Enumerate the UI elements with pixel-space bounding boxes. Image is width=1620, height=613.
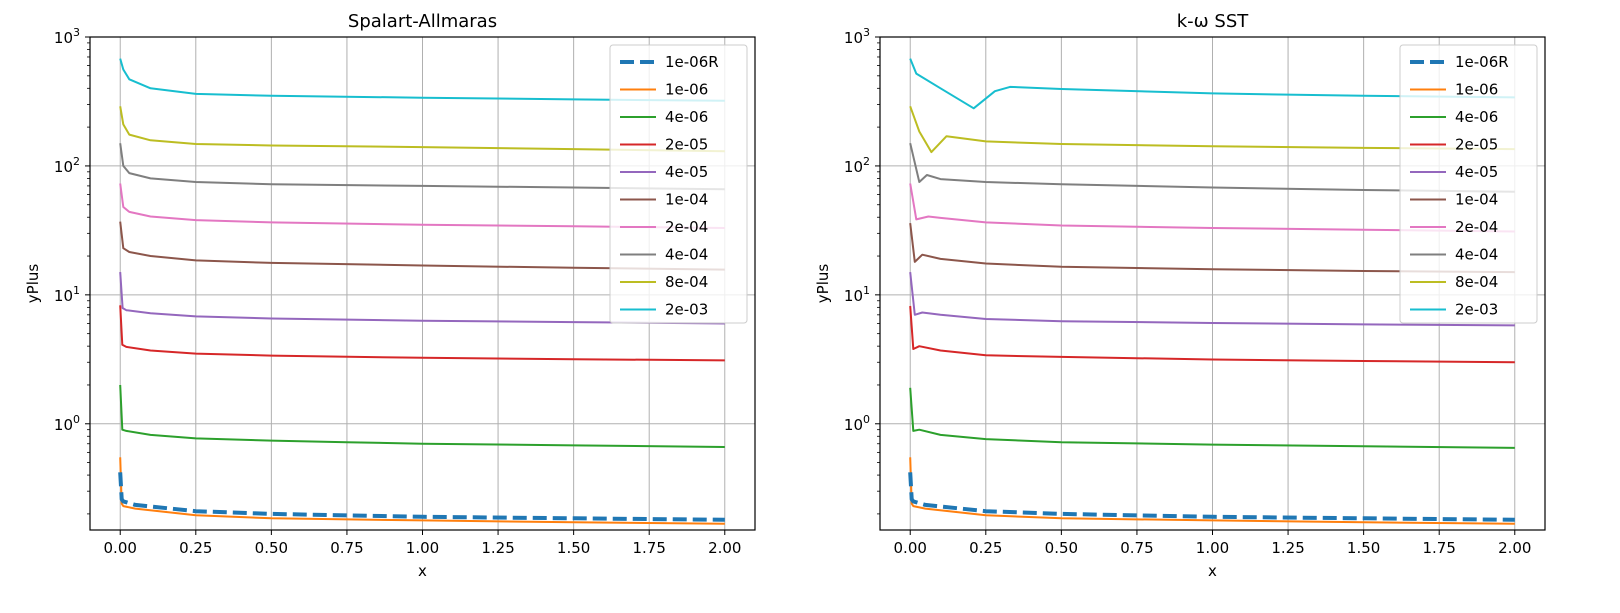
series-group [908, 58, 1515, 525]
legend: 1e-06R 1e-06 4e-06 2e-05 4e-05 1e-04 2e-04 4e-0… [1399, 44, 1538, 324]
y-tick-base: 10 [844, 29, 863, 47]
legend: 1e-06R 1e-06 4e-06 2e-05 4e-05 1e-04 2e-04 4e-0… [609, 44, 748, 324]
x-tick-label: 0.25 [969, 539, 1002, 557]
x-tick-label: 1.50 [557, 539, 590, 557]
y-tick-exponent: 2 [73, 155, 80, 168]
x-tick-label: 0.00 [104, 539, 137, 557]
legend-label: 1e-06R [1455, 53, 1509, 71]
series-line-1e-06R [118, 472, 725, 522]
y-tick-base: 10 [54, 287, 73, 305]
y-tick-base: 10 [844, 158, 863, 176]
series-line-2e-05 [909, 305, 1515, 364]
x-tick-label: 1.25 [1271, 539, 1304, 557]
legend-label: 4e-05 [1455, 163, 1498, 181]
y-tick-label: 103 [54, 26, 80, 47]
series-line-4e-06 [909, 387, 1515, 449]
series-line-8e-04 [119, 106, 725, 153]
legend-label: 2e-05 [665, 136, 708, 154]
legend-label: 1e-04 [665, 191, 708, 209]
x-tick-label: 0.75 [330, 539, 363, 557]
x-tick-label: 0.75 [1120, 539, 1153, 557]
y-tick-exponent: 0 [73, 413, 80, 426]
legend-label: 1e-04 [1455, 191, 1498, 209]
y-tick-label: 102 [54, 155, 80, 176]
y-tick-label: 103 [844, 26, 870, 47]
x-tick-label: 2.00 [1498, 539, 1531, 557]
legend-label: 2e-04 [665, 218, 708, 236]
x-tick-label: 2.00 [708, 539, 741, 557]
y-tick-base: 10 [54, 158, 73, 176]
y-tick-exponent: 2 [863, 155, 870, 168]
chart-title: Spalart-Allmaras [348, 11, 497, 32]
y-tick-base: 10 [54, 29, 73, 47]
y-tick-exponent: 1 [863, 284, 870, 297]
y-tick-exponent: 1 [73, 284, 80, 297]
x-tick-label: 0.00 [894, 539, 927, 557]
series-line-2e-03 [909, 58, 1515, 110]
legend-label: 4e-06 [665, 108, 708, 126]
x-tick-label: 1.50 [1347, 539, 1380, 557]
y-tick-label: 100 [844, 413, 870, 434]
y-tick-exponent: 3 [863, 26, 870, 39]
legend-label: 2e-04 [1455, 218, 1498, 236]
y-tick-label: 102 [844, 155, 870, 176]
x-tick-label: 1.25 [481, 539, 514, 557]
x-axis-label: x [1208, 562, 1217, 580]
x-tick-label: 1.75 [633, 539, 666, 557]
series-line-1e-06 [909, 457, 1515, 525]
legend-label: 4e-04 [665, 246, 708, 264]
y-tick-base: 10 [844, 287, 863, 305]
y-tick-base: 10 [844, 416, 863, 434]
legend-label: 8e-04 [665, 273, 708, 291]
x-axis-label: x [418, 562, 427, 580]
x-tick-label: 0.50 [255, 539, 288, 557]
legend-label: 4e-06 [1455, 108, 1498, 126]
series-line-1e-06R [908, 472, 1515, 522]
axes-frame [879, 36, 1546, 531]
series-line-1e-04 [119, 221, 725, 271]
legend-label: 4e-05 [665, 163, 708, 181]
series-line-4e-05 [909, 271, 1515, 327]
x-tick-label: 1.00 [406, 539, 439, 557]
legend-label: 2e-03 [665, 301, 708, 319]
x-tick-label: 0.25 [179, 539, 212, 557]
series-line-4e-06 [119, 384, 725, 448]
y-tick-exponent: 0 [863, 413, 870, 426]
legend-label: 2e-05 [1455, 136, 1498, 154]
legend-label: 4e-04 [1455, 246, 1498, 264]
chart-title: k-ω SST [1177, 11, 1250, 32]
legend-label: 1e-06 [1455, 81, 1498, 99]
legend-label: 1e-06R [665, 53, 719, 71]
series-line-4e-04 [909, 142, 1515, 193]
y-tick-label: 100 [54, 413, 80, 434]
series-line-2e-05 [119, 305, 725, 362]
x-tick-label: 1.75 [1423, 539, 1456, 557]
legend-label: 8e-04 [1455, 273, 1498, 291]
y-axis-label: yPlus [814, 264, 832, 304]
series-line-2e-04 [119, 183, 725, 229]
axes-frame [89, 36, 756, 531]
series-line-4e-04 [119, 143, 725, 191]
series-line-2e-04 [909, 183, 1515, 233]
legend-label: 1e-06 [665, 81, 708, 99]
series-line-1e-06 [119, 457, 725, 525]
series-group [118, 58, 725, 525]
legend-label: 2e-03 [1455, 301, 1498, 319]
series-line-2e-03 [119, 58, 725, 102]
series-line-4e-05 [119, 272, 725, 325]
chart-k-omega-sst: 0.00 0.25 0.50 0.75 1.00 1.25 1.50 1.75 2.001001… [814, 11, 1546, 580]
y-axis-label: yPlus [24, 264, 42, 304]
y-tick-base: 10 [54, 416, 73, 434]
x-tick-label: 0.50 [1045, 539, 1078, 557]
x-tick-label: 1.00 [1196, 539, 1229, 557]
series-line-8e-04 [909, 105, 1515, 154]
y-tick-label: 101 [844, 284, 870, 305]
chart-spalart-allmaras: 0.00 0.25 0.50 0.75 1.00 1.25 1.50 1.75 2.001001… [24, 11, 756, 580]
series-line-1e-04 [909, 222, 1515, 274]
y-tick-exponent: 3 [73, 26, 80, 39]
y-tick-label: 101 [54, 284, 80, 305]
